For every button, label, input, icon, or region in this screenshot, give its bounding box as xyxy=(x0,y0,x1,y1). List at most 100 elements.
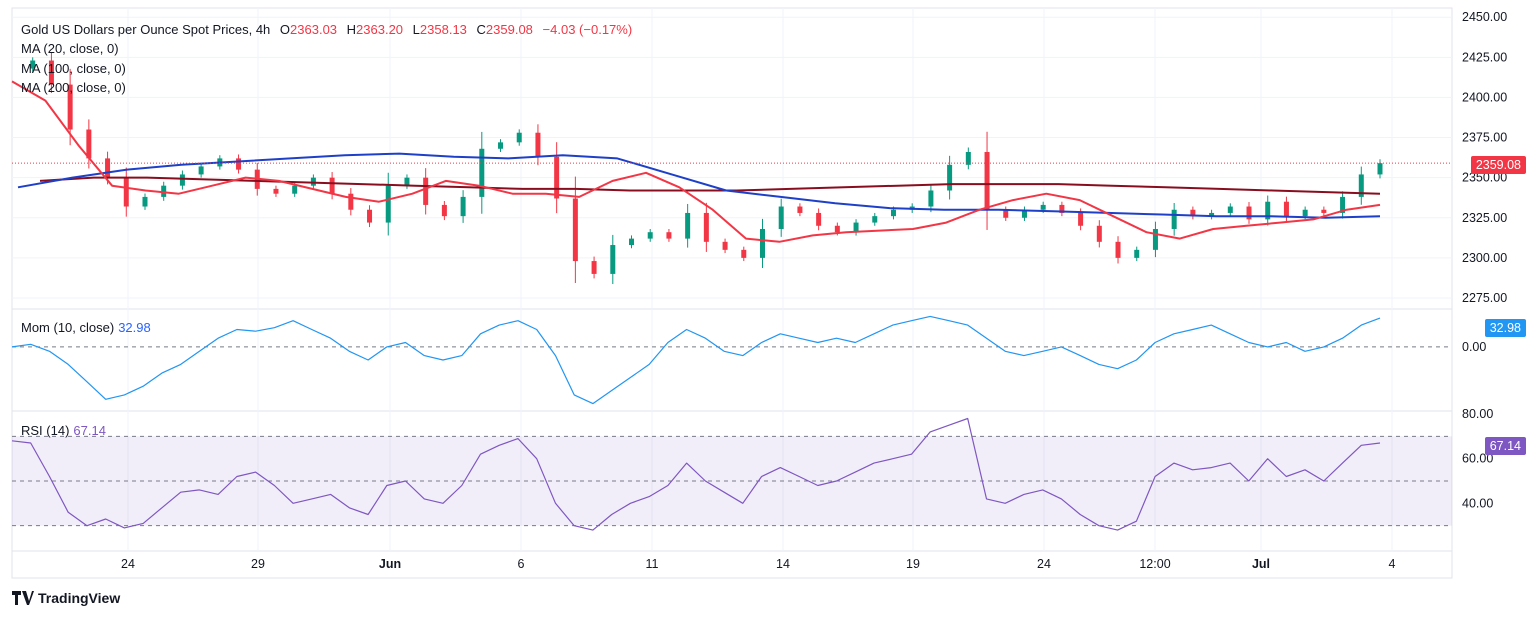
ma200-line xyxy=(39,176,1381,195)
candle-body xyxy=(591,261,597,274)
candle-body xyxy=(1040,204,1046,210)
candle-body xyxy=(329,177,335,194)
time-axis-tick: 24 xyxy=(121,557,135,571)
candle-body xyxy=(1096,225,1102,242)
time-axis-tick: 4 xyxy=(1389,557,1396,571)
candle-body xyxy=(1358,174,1364,197)
candle-body xyxy=(965,151,971,165)
symbol-legend: Gold US Dollars per Ounce Spot Prices, 4… xyxy=(21,22,632,37)
time-axis-tick: Jul xyxy=(1252,557,1270,571)
tradingview-logo-icon xyxy=(12,591,34,605)
high-value: 2363.20 xyxy=(356,22,404,37)
candle-body xyxy=(1321,209,1327,213)
candle-body xyxy=(834,225,840,233)
candle-body xyxy=(685,212,691,239)
momentum-last-tag: 32.98 xyxy=(1484,319,1526,337)
candle-body xyxy=(610,245,616,274)
low-label: L xyxy=(412,22,420,37)
candle-body xyxy=(722,241,728,250)
candle-body xyxy=(1078,212,1084,226)
last-price-tag: 2359.08 xyxy=(1470,156,1526,174)
momentum-legend: Mom (10, close) 32.98 xyxy=(21,320,151,335)
candle-body xyxy=(1340,196,1346,213)
symbol-title: Gold US Dollars per Ounce Spot Prices, 4… xyxy=(21,22,271,37)
change-value: −4.03 (−0.17%) xyxy=(542,22,633,37)
candle-body xyxy=(741,249,747,258)
candle-body xyxy=(236,158,242,170)
candle-body xyxy=(666,232,672,239)
price-axis-tick: 2450.00 xyxy=(1462,10,1507,24)
price-axis-tick: 2275.00 xyxy=(1462,291,1507,305)
time-axis-tick: 19 xyxy=(906,557,920,571)
candle-body xyxy=(198,166,204,175)
ma200-legend: MA (200, close, 0) xyxy=(21,80,126,95)
candle-body xyxy=(778,206,784,229)
candle-body xyxy=(498,142,504,149)
candle-body xyxy=(872,216,878,223)
plot-border xyxy=(11,7,1453,579)
candle-body xyxy=(367,209,373,223)
candle-body xyxy=(535,132,541,157)
candle-body xyxy=(947,164,953,191)
rsi-last-tag: 67.14 xyxy=(1484,437,1526,455)
tradingview-brand[interactable]: TradingView xyxy=(12,590,120,606)
candle-body xyxy=(1246,206,1252,220)
open-value: 2363.03 xyxy=(290,22,338,37)
candle-body xyxy=(647,232,653,239)
momentum-value: 32.98 xyxy=(118,320,151,335)
candle-body xyxy=(797,206,803,213)
rsi-legend: RSI (14) 67.14 xyxy=(21,423,106,438)
price-axis-tick: 2425.00 xyxy=(1462,50,1507,64)
candle-body xyxy=(1302,209,1308,217)
candle-body xyxy=(1134,249,1140,258)
momentum-title: Mom (10, close) xyxy=(21,320,115,335)
candle-body xyxy=(1003,209,1009,218)
price-axis-tick: 2350.00 xyxy=(1462,171,1507,185)
time-axis-tick: 24 xyxy=(1037,557,1051,571)
candle-body xyxy=(123,177,129,207)
candle-body xyxy=(1377,163,1383,175)
rsi-line xyxy=(11,417,1381,531)
rsi-value: 67.14 xyxy=(73,423,106,438)
rsi-axis-tick: 80.00 xyxy=(1462,407,1493,421)
candle-body xyxy=(928,190,934,207)
candle-body xyxy=(1283,201,1289,217)
candle-body xyxy=(703,212,709,242)
candle-body xyxy=(1265,201,1271,220)
candle-body xyxy=(105,158,111,178)
time-axis-tick: 11 xyxy=(646,557,659,571)
candle-body xyxy=(86,129,92,159)
candle-body xyxy=(1171,209,1177,229)
candle-body xyxy=(759,228,765,258)
candle-body xyxy=(1021,209,1027,218)
candle-body xyxy=(984,151,990,210)
time-axis-tick: 6 xyxy=(518,557,525,571)
candle-body xyxy=(142,196,148,207)
candle-body xyxy=(554,156,560,199)
low-value: 2358.13 xyxy=(419,22,467,37)
time-axis-tick: 14 xyxy=(776,557,790,571)
candle-body xyxy=(1227,206,1233,213)
candle-body xyxy=(816,212,822,226)
time-axis-tick: 29 xyxy=(251,557,265,571)
ma20-legend: MA (20, close, 0) xyxy=(21,41,119,56)
candle-body xyxy=(460,196,466,217)
time-axis-tick: Jun xyxy=(379,557,401,571)
close-value: 2359.08 xyxy=(485,22,533,37)
candle-body xyxy=(348,193,354,210)
candle-body xyxy=(404,177,410,186)
rsi-axis-tick: 60.00 xyxy=(1462,452,1493,466)
open-label: O xyxy=(279,22,291,37)
rsi-title: RSI (14) xyxy=(21,423,70,438)
price-axis-tick: 2400.00 xyxy=(1462,90,1507,104)
candle-body xyxy=(441,204,447,217)
momentum-line xyxy=(11,315,1381,405)
candle-body xyxy=(385,185,391,223)
candle-body xyxy=(179,174,185,186)
time-axis-tick: 12:00 xyxy=(1139,557,1170,571)
high-label: H xyxy=(346,22,357,37)
candle-body xyxy=(273,188,279,194)
candle-body xyxy=(1190,209,1196,217)
